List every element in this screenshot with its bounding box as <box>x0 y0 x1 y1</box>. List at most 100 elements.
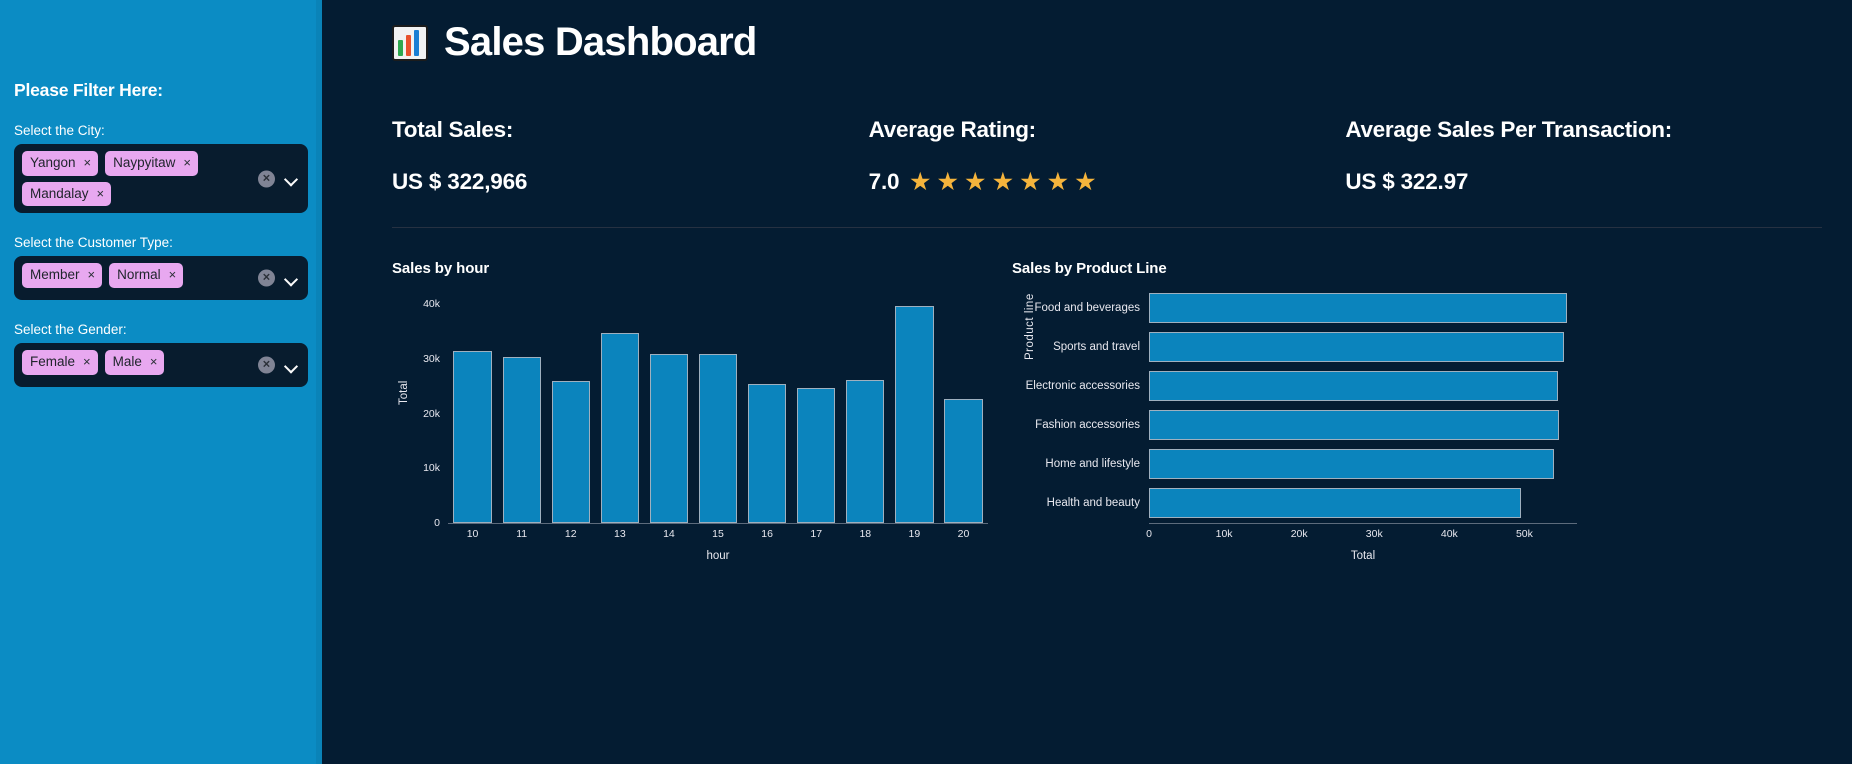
chart-x-axis-line <box>1149 523 1577 524</box>
chart-title: Sales by Product Line <box>1012 260 1167 277</box>
chip-remove-icon[interactable]: × <box>83 354 91 370</box>
chip-label: Female <box>30 354 76 370</box>
filter-group-gender: Select the Gender: Female × Male × ✕ <box>14 322 308 388</box>
y-tick-label: Home and lifestyle <box>1045 458 1140 471</box>
clear-all-icon[interactable]: ✕ <box>258 170 275 188</box>
bar-cell[interactable] <box>939 288 988 523</box>
chart-bars <box>448 288 988 523</box>
bar-row[interactable]: Fashion accessories <box>1035 410 1577 441</box>
chip-city-1[interactable]: Naypyitaw × <box>105 151 199 176</box>
bar-chart-emoji-icon <box>392 24 428 61</box>
bar[interactable] <box>649 354 689 523</box>
bar[interactable] <box>797 388 836 523</box>
chip-customer-type-1[interactable]: Normal × <box>109 263 184 288</box>
chart-plot-area: 0 10k 20k 30k 40k <box>423 288 988 529</box>
bar-cell[interactable] <box>743 288 792 523</box>
kpi-value: US $ 322,966 <box>392 169 528 194</box>
bar-row[interactable]: Food and beverages <box>1035 292 1577 323</box>
chart-sales-by-product-line: Sales by Product Line Product line Food … <box>1012 260 1622 570</box>
star-icon: ★ <box>1048 169 1068 194</box>
chip-city-2[interactable]: Mandalay × <box>22 181 112 207</box>
y-tick-label: Electronic accessories <box>1025 379 1140 392</box>
bar[interactable] <box>551 380 590 523</box>
sidebar-scrollbar[interactable] <box>316 0 322 764</box>
bar[interactable] <box>1149 292 1568 323</box>
chip-remove-icon[interactable]: × <box>168 267 177 283</box>
bar-cell[interactable] <box>841 288 890 523</box>
bar-cell[interactable] <box>595 288 644 523</box>
x-tick-label: 16 <box>761 528 773 540</box>
page-title: Sales Dashboard <box>392 20 1822 65</box>
bar[interactable] <box>1149 488 1521 519</box>
x-tick-label: 20k <box>1290 528 1308 540</box>
bar[interactable] <box>747 384 787 523</box>
bar[interactable] <box>1149 370 1559 401</box>
chip-remove-icon[interactable]: × <box>183 155 192 171</box>
bar-cell[interactable] <box>644 288 693 523</box>
chip-customer-type-0[interactable]: Member × <box>22 263 103 288</box>
bar-cell[interactable] <box>792 288 841 523</box>
chip-label: Naypyitaw <box>113 155 176 170</box>
chip-remove-icon[interactable]: × <box>149 354 158 370</box>
rating-stars: ★ ★ ★ ★ ★ ★ ★ <box>910 171 1095 193</box>
chip-remove-icon[interactable]: × <box>87 267 96 283</box>
bar[interactable] <box>600 333 639 523</box>
chevron-down-icon[interactable] <box>284 172 298 186</box>
clear-all-icon[interactable]: ✕ <box>258 269 275 287</box>
chip-remove-icon[interactable]: × <box>83 155 92 171</box>
bar[interactable] <box>944 398 983 523</box>
chart-x-axis-title: hour <box>706 550 730 562</box>
bar[interactable] <box>1149 410 1559 441</box>
filter-group-customer-type: Select the Customer Type: Member × Norma… <box>14 235 308 301</box>
x-tick-label: 11 <box>516 528 528 540</box>
filter-label-customer-type: Select the Customer Type: <box>14 235 173 251</box>
y-tick-label: Food and beverages <box>1034 301 1141 314</box>
bar-cell[interactable] <box>693 288 742 523</box>
bar[interactable] <box>846 379 885 523</box>
clear-all-icon[interactable]: ✕ <box>258 356 275 374</box>
chart-y-axis-title: Total <box>398 380 410 405</box>
bar[interactable] <box>502 356 541 523</box>
chip-label: Member <box>30 267 80 283</box>
kpi-value-wrap: US $ 322,966 <box>392 169 869 195</box>
x-tick-label: 40k <box>1440 528 1458 540</box>
bar-row[interactable]: Electronic accessories <box>1026 370 1577 401</box>
star-icon: ★ <box>937 169 958 194</box>
chip-gender-0[interactable]: Female × <box>22 350 98 375</box>
bar-cell[interactable] <box>546 288 595 523</box>
chart-x-tick-labels: 10 11 12 13 14 15 16 17 18 19 20 <box>448 528 988 540</box>
kpi-value: US $ 322.97 <box>1345 169 1469 194</box>
x-tick-label: 10 <box>466 528 479 540</box>
chip-remove-icon[interactable]: × <box>96 185 105 201</box>
bar[interactable] <box>1149 449 1555 480</box>
bar-cell[interactable] <box>497 288 546 523</box>
bar-row[interactable]: Home and lifestyle <box>1045 449 1577 480</box>
bar-cell[interactable] <box>890 288 939 523</box>
multiselect-gender[interactable]: Female × Male × ✕ <box>14 343 308 388</box>
bar-row[interactable]: Health and beauty <box>1047 488 1577 519</box>
y-tick-label: 10k <box>423 462 440 475</box>
bar[interactable] <box>698 353 738 523</box>
x-tick-label: 30k <box>1365 528 1383 540</box>
chevron-down-icon[interactable] <box>284 271 298 285</box>
kpi-value-wrap: US $ 322.97 <box>1345 169 1822 195</box>
section-divider <box>392 227 1822 228</box>
multiselect-city[interactable]: Yangon × Naypyitaw × Mandalay × ✕ <box>14 144 308 214</box>
sidebar-title: Please Filter Here: <box>14 80 163 100</box>
bar[interactable] <box>895 306 934 523</box>
multiselect-customer-type[interactable]: Member × Normal × ✕ <box>14 256 308 301</box>
chevron-down-icon[interactable] <box>284 358 298 372</box>
chip-city-0[interactable]: Yangon × <box>22 151 99 176</box>
bar[interactable] <box>1149 331 1565 362</box>
bar[interactable] <box>453 350 492 523</box>
bar-row[interactable]: Sports and travel <box>1053 331 1577 362</box>
star-icon: ★ <box>1020 169 1041 194</box>
page-title-text: Sales Dashboard <box>444 20 757 64</box>
star-icon: ★ <box>1075 169 1096 194</box>
kpi-average-sales-per-transaction: Average Sales Per Transaction: US $ 322.… <box>1345 117 1822 195</box>
kpi-value: 7.0 <box>868 169 900 194</box>
bar-cell[interactable] <box>448 288 497 523</box>
y-tick-label: 30k <box>423 353 440 366</box>
chip-gender-1[interactable]: Male × <box>104 350 165 375</box>
x-tick-label: 18 <box>859 528 872 540</box>
